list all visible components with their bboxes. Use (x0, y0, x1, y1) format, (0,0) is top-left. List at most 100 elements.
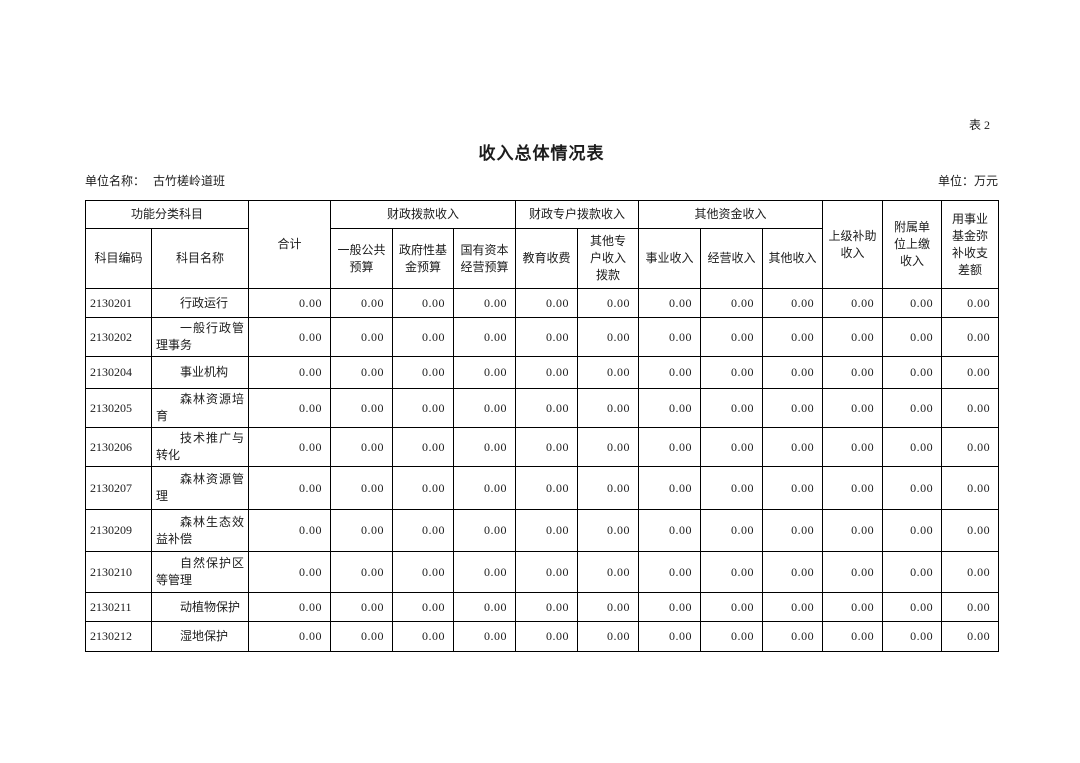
amount-cell: 0.00 (248, 356, 332, 389)
amount-cell: 0.00 (330, 509, 394, 552)
amount-cell: 0.00 (822, 317, 884, 357)
amount-cell: 0.00 (248, 509, 332, 552)
amount-cell: 0.00 (515, 592, 579, 622)
amount-cell: 0.00 (638, 592, 702, 622)
amount-cell: 0.00 (882, 288, 943, 318)
amount-cell: 0.00 (638, 621, 702, 652)
amount-cell: 0.00 (392, 466, 455, 510)
header-other-special-account: 其他专户收入拨款 (577, 228, 640, 289)
amount-cell: 0.00 (577, 356, 640, 389)
amount-cell: 0.00 (515, 356, 579, 389)
table-row: 2130212 湿地保护 0.00 0.00 0.00 0.00 0.00 0.00 0.00 0… (85, 621, 1000, 652)
amount-cell: 0.00 (638, 466, 702, 510)
amount-cell: 0.00 (392, 388, 455, 428)
amount-cell: 0.00 (941, 317, 1000, 357)
amount-cell: 0.00 (700, 592, 764, 622)
amount-cell: 0.00 (392, 427, 455, 467)
amount-cell: 0.00 (700, 427, 764, 467)
amount-cell: 0.00 (941, 466, 1000, 510)
amount-cell: 0.00 (330, 621, 394, 652)
subject-code-cell: 2130207 (85, 466, 152, 510)
table-row: 2130204 事业机构 0.00 0.00 0.00 0.00 0.00 0.00 0.00 0… (85, 356, 1000, 389)
page-title: 收入总体情况表 (478, 144, 605, 163)
amount-cell: 0.00 (248, 288, 332, 318)
amount-cell: 0.00 (392, 621, 455, 652)
amount-cell: 0.00 (453, 356, 517, 389)
amount-cell: 0.00 (882, 317, 943, 357)
amount-cell: 0.00 (453, 509, 517, 552)
amount-cell: 0.00 (941, 551, 1000, 593)
amount-cell: 0.00 (700, 466, 764, 510)
amount-cell: 0.00 (577, 427, 640, 467)
subject-name-cell: 技术推广与转化 (150, 427, 250, 467)
table-body: 2130201 行政运行 0.00 0.00 0.00 0.00 0.00 0.00 0.00 0… (85, 288, 1000, 652)
amount-cell: 0.00 (882, 356, 943, 389)
amount-cell: 0.00 (700, 288, 764, 318)
amount-cell: 0.00 (638, 388, 702, 428)
amount-cell: 0.00 (515, 551, 579, 593)
amount-cell: 0.00 (822, 466, 884, 510)
header-other-income: 其他收入 (762, 228, 824, 289)
header-affiliated-unit-income: 附属单位上缴收入 (882, 200, 943, 289)
header-government-fund-budget: 政府性基金预算 (392, 228, 455, 289)
amount-cell: 0.00 (330, 388, 394, 428)
subject-code-cell: 2130211 (85, 592, 152, 622)
amount-cell: 0.00 (941, 592, 1000, 622)
amount-cell: 0.00 (577, 621, 640, 652)
amount-cell: 0.00 (577, 317, 640, 357)
header-education-fees: 教育收费 (515, 228, 579, 289)
unit-name-label: 单位名称： (85, 174, 146, 188)
amount-cell: 0.00 (392, 551, 455, 593)
table-row: 2130211 动植物保护 0.00 0.00 0.00 0.00 0.00 0.00 0.00… (85, 592, 1000, 622)
amount-cell: 0.00 (392, 317, 455, 357)
amount-cell: 0.00 (762, 317, 824, 357)
unit-name-value: 古竹槎岭道班 (153, 174, 226, 188)
subject-name-cell: 湿地保护 (150, 621, 250, 652)
amount-cell: 0.00 (638, 317, 702, 357)
subject-name-cell: 行政运行 (150, 288, 250, 318)
amount-cell: 0.00 (762, 388, 824, 428)
subject-name-cell: 森林资源培育 (150, 388, 250, 428)
subject-name-cell: 事业机构 (150, 356, 250, 389)
amount-cell: 0.00 (577, 388, 640, 428)
subject-name-cell: 一般行政管理事务 (150, 317, 250, 357)
amount-cell: 0.00 (882, 551, 943, 593)
amount-cell: 0.00 (882, 621, 943, 652)
amount-cell: 0.00 (330, 592, 394, 622)
amount-cell: 0.00 (638, 427, 702, 467)
amount-cell: 0.00 (638, 509, 702, 552)
subject-code-cell: 2130202 (85, 317, 152, 357)
amount-cell: 0.00 (941, 621, 1000, 652)
amount-cell: 0.00 (453, 551, 517, 593)
amount-cell: 0.00 (577, 509, 640, 552)
table-row: 2130207 森林资源管理 0.00 0.00 0.00 0.00 0.00 0.00 0.0… (85, 466, 1000, 510)
unit-name: 单位名称： 古竹槎岭道班 (85, 174, 225, 190)
amount-cell: 0.00 (577, 551, 640, 593)
amount-cell: 0.00 (941, 356, 1000, 389)
amount-cell: 0.00 (700, 356, 764, 389)
amount-cell: 0.00 (882, 509, 943, 552)
header-operating-income: 经营收入 (700, 228, 764, 289)
amount-cell: 0.00 (638, 551, 702, 593)
amount-cell: 0.00 (762, 427, 824, 467)
table-row: 2130210 自然保护区等管理 0.00 0.00 0.00 0.00 0.00 0.00 0… (85, 551, 1000, 593)
amount-cell: 0.00 (453, 427, 517, 467)
amount-cell: 0.00 (515, 509, 579, 552)
amount-cell: 0.00 (700, 388, 764, 428)
income-table: 功能分类科目 合计 财政拨款收入 财政专户拨款收入 其他资金收入 上级补助收入 … (84, 200, 1000, 652)
amount-cell: 0.00 (700, 551, 764, 593)
amount-cell: 0.00 (700, 621, 764, 652)
amount-cell: 0.00 (515, 466, 579, 510)
amount-cell: 0.00 (941, 288, 1000, 318)
table-number: 表 2 (968, 118, 990, 132)
subject-name-cell: 自然保护区等管理 (150, 551, 250, 593)
amount-cell: 0.00 (453, 288, 517, 318)
amount-cell: 0.00 (822, 356, 884, 389)
table-row: 2130206 技术推广与转化 0.00 0.00 0.00 0.00 0.00 0.00 0.… (85, 427, 1000, 467)
subject-code-cell: 2130205 (85, 388, 152, 428)
amount-cell: 0.00 (248, 592, 332, 622)
amount-cell: 0.00 (638, 356, 702, 389)
amount-cell: 0.00 (453, 466, 517, 510)
amount-cell: 0.00 (577, 466, 640, 510)
